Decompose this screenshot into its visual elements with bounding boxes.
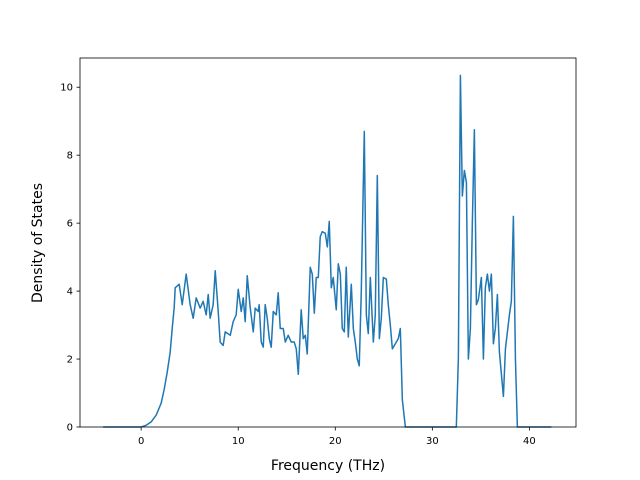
- x-axis-label: Frequency (THz): [271, 458, 385, 474]
- y-tick-label: 0: [67, 423, 73, 434]
- y-tick-label: 8: [67, 151, 73, 162]
- x-tick-label: 20: [329, 436, 342, 447]
- line: [103, 74, 552, 428]
- y-tick-label: 6: [67, 219, 73, 230]
- x-tick-label: 10: [232, 436, 245, 447]
- x-tick-label: 0: [138, 436, 144, 447]
- y-axis-label: Density of States: [30, 183, 46, 303]
- plot-frame: [79, 57, 577, 428]
- x-tick-label: 40: [523, 436, 536, 447]
- x-tick-label: 30: [426, 436, 439, 447]
- y-tick-label: 10: [60, 83, 73, 94]
- y-tick-label: 2: [67, 355, 73, 366]
- y-tick-label: 4: [67, 287, 73, 298]
